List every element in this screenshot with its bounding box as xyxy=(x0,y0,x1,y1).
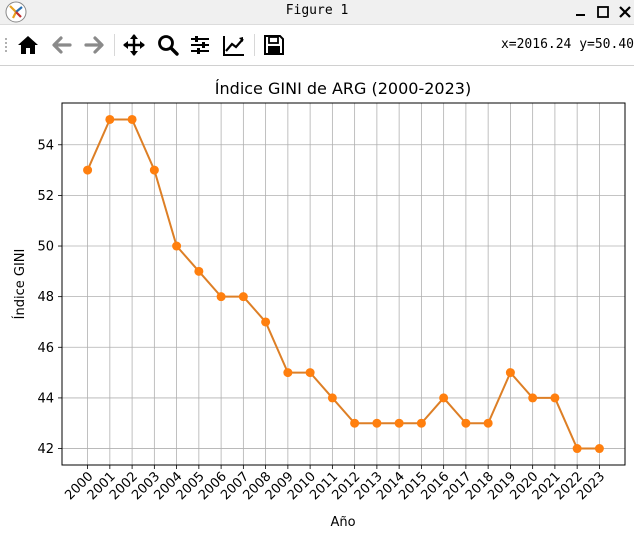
data-point xyxy=(372,418,382,428)
toolbar-separator xyxy=(114,34,115,56)
series-gini xyxy=(83,114,604,454)
home-icon[interactable] xyxy=(14,31,42,59)
data-point xyxy=(283,368,293,378)
minimize-icon[interactable] xyxy=(572,2,590,22)
y-axis-label: Índice GINI xyxy=(12,249,28,320)
data-point xyxy=(238,292,248,302)
forward-icon[interactable] xyxy=(80,31,108,59)
y-tick-label: 54 xyxy=(37,138,54,153)
toolbar-separator xyxy=(254,34,255,56)
data-point xyxy=(505,368,515,378)
y-tick-label: 48 xyxy=(37,290,54,305)
x-axis-label: Año xyxy=(330,515,355,530)
toolbar-grip xyxy=(4,37,10,55)
data-point xyxy=(172,241,182,251)
pan-icon[interactable] xyxy=(120,31,148,59)
data-point xyxy=(594,444,604,454)
coordinate-readout: x=2016.24 y=50.40 xyxy=(500,37,634,52)
configure-subplots-icon[interactable] xyxy=(186,31,214,59)
data-point xyxy=(327,393,337,403)
y-tick-label: 50 xyxy=(37,240,54,255)
back-icon[interactable] xyxy=(48,31,76,59)
data-point xyxy=(416,418,426,428)
data-point xyxy=(216,292,226,302)
data-point xyxy=(83,165,93,175)
save-icon[interactable] xyxy=(260,31,288,59)
data-point xyxy=(194,266,204,276)
data-point xyxy=(483,418,493,428)
data-point xyxy=(394,418,404,428)
gini-line-chart: Índice GINI de ARG (2000-2023) 200020012… xyxy=(12,79,626,530)
data-point xyxy=(439,393,449,403)
app-icon[interactable] xyxy=(4,1,28,23)
window-titlebar: Figure 1 xyxy=(0,0,634,25)
series-line xyxy=(86,118,600,450)
data-point xyxy=(550,393,560,403)
y-tick-label: 52 xyxy=(37,189,54,204)
data-point xyxy=(127,114,137,124)
data-point xyxy=(105,114,115,124)
grid xyxy=(62,103,625,465)
data-point xyxy=(149,165,159,175)
y-tick-label: 46 xyxy=(37,341,54,356)
y-tick-label: 42 xyxy=(37,442,54,457)
data-point xyxy=(528,393,538,403)
navigation-toolbar: x=2016.24 y=50.40 xyxy=(0,25,634,66)
edit-axis-icon[interactable] xyxy=(220,31,248,59)
close-icon[interactable] xyxy=(616,2,634,22)
y-tick-label: 44 xyxy=(37,391,54,406)
data-point xyxy=(572,444,582,454)
data-point xyxy=(461,418,471,428)
zoom-icon[interactable] xyxy=(154,31,182,59)
chart-title: Índice GINI de ARG (2000-2023) xyxy=(215,79,471,98)
window-title: Figure 1 xyxy=(285,3,349,18)
maximize-icon[interactable] xyxy=(594,2,612,22)
data-point xyxy=(305,368,315,378)
data-point xyxy=(350,418,360,428)
data-point xyxy=(261,317,271,327)
plot-area xyxy=(61,102,626,466)
